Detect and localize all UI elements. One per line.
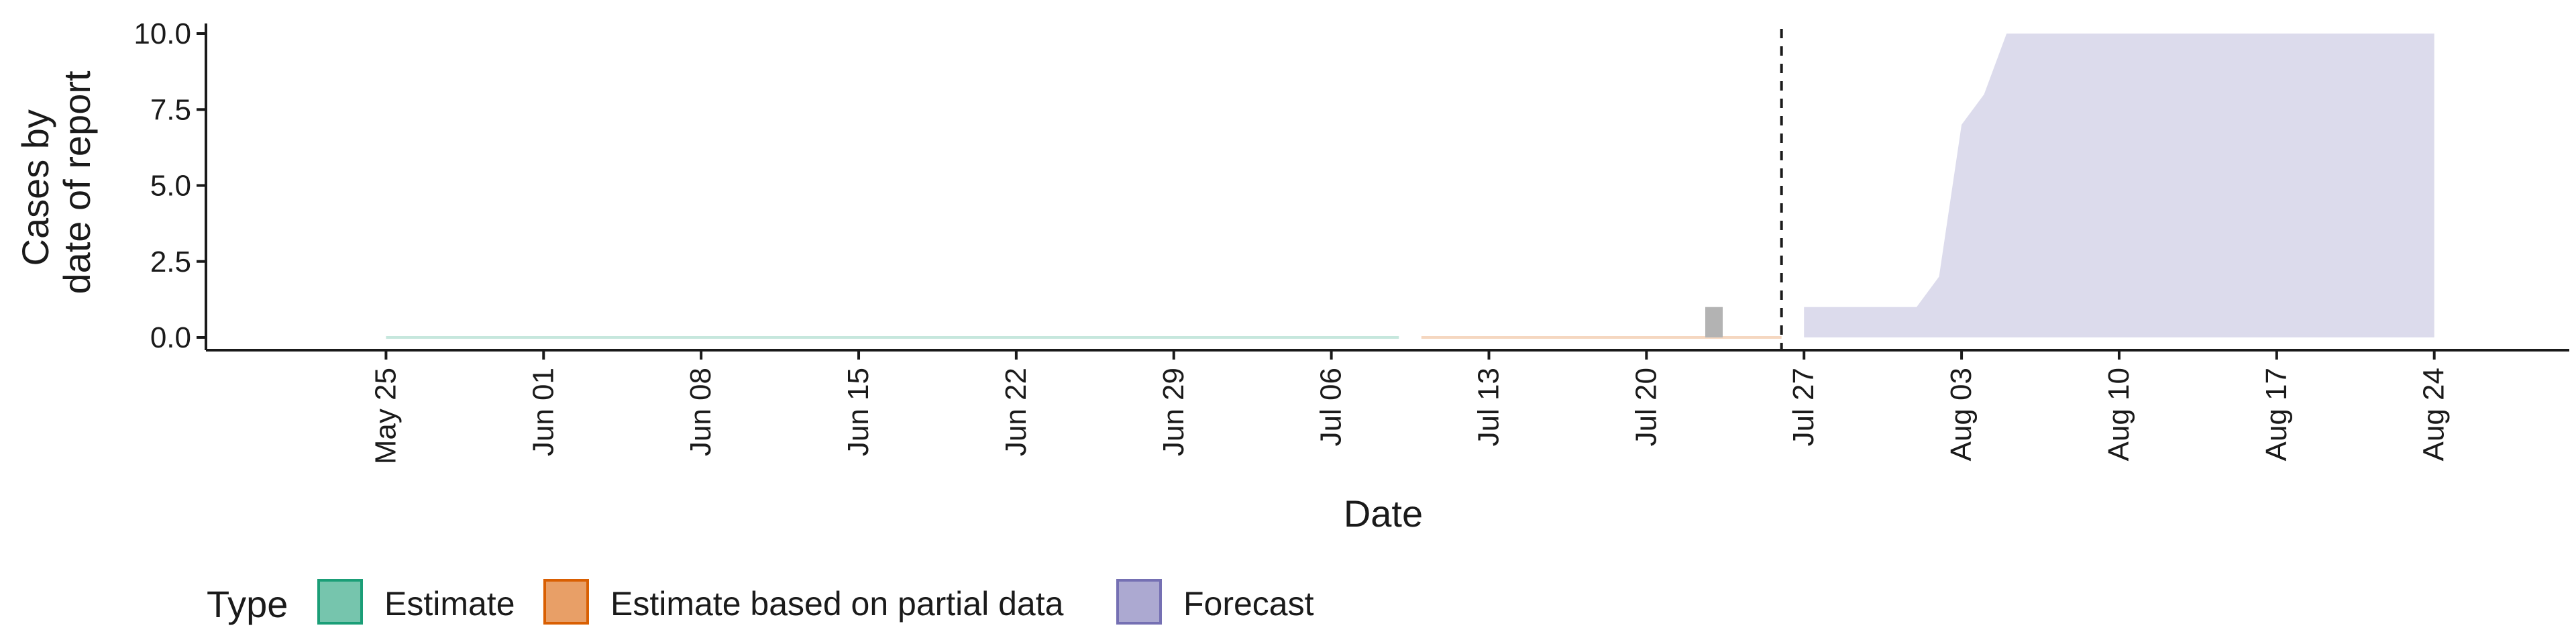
x-tick-label-9: Jul 27 [1787, 368, 1820, 446]
y-tick-label-1: 2.5 [150, 246, 191, 278]
legend: Type Estimate Estimate based on partial d… [207, 579, 1314, 625]
x-tick-label-4: Jun 22 [1000, 368, 1032, 456]
legend-key-forecast [1116, 579, 1162, 625]
y-axis-title: Cases by date of report [14, 70, 98, 294]
x-tick-label-7: Jul 13 [1472, 368, 1505, 446]
x-tick-label-5: Jun 29 [1157, 368, 1190, 456]
x-tick-label-8: Jul 20 [1629, 368, 1662, 446]
y-tick-label-0: 0.0 [150, 321, 191, 354]
x-axis-title: Date [1344, 492, 1423, 535]
x-tick-label-10: Aug 03 [1945, 368, 1978, 461]
y-tick-label-4: 10.0 [133, 17, 191, 50]
legend-label-estimate: Estimate [384, 585, 515, 623]
legend-label-forecast: Forecast [1183, 585, 1314, 623]
legend-key-estimate [317, 579, 363, 625]
x-tick-label-2: Jun 08 [684, 368, 717, 456]
legend-label-estimate-based-on-partial-data: Estimate based on partial data [610, 585, 1064, 623]
y-axis-title-line-2: date of report [56, 70, 98, 294]
x-axis: May 25 Jun 01 Jun 08 Jun 15 Jun 22 Jun 29 Jul … [206, 349, 2569, 464]
x-tick-label-11: Aug 10 [2102, 368, 2135, 461]
x-tick-label-3: Jun 15 [842, 368, 875, 456]
plot-area [386, 29, 2434, 350]
y-axis: 0.0 2.5 5.0 7.5 10.0 [133, 17, 207, 354]
y-tick-label-3: 7.5 [150, 93, 191, 126]
x-tick-label-13: Aug 24 [2418, 368, 2451, 461]
observed-bar-0 [1705, 307, 1723, 337]
x-tick-label-0: May 25 [369, 368, 402, 464]
x-tick-label-6: Jul 06 [1315, 368, 1348, 446]
legend-key-estimate-based-on-partial-data [543, 579, 589, 625]
y-axis-title-line-1: Cases by [14, 109, 56, 266]
y-tick-label-2: 5.0 [150, 170, 191, 203]
x-tick-label-1: Jun 01 [527, 368, 559, 456]
series-band-forecast [1804, 34, 2434, 337]
legend-title: Type [207, 583, 288, 625]
x-tick-label-12: Aug 17 [2260, 368, 2293, 461]
